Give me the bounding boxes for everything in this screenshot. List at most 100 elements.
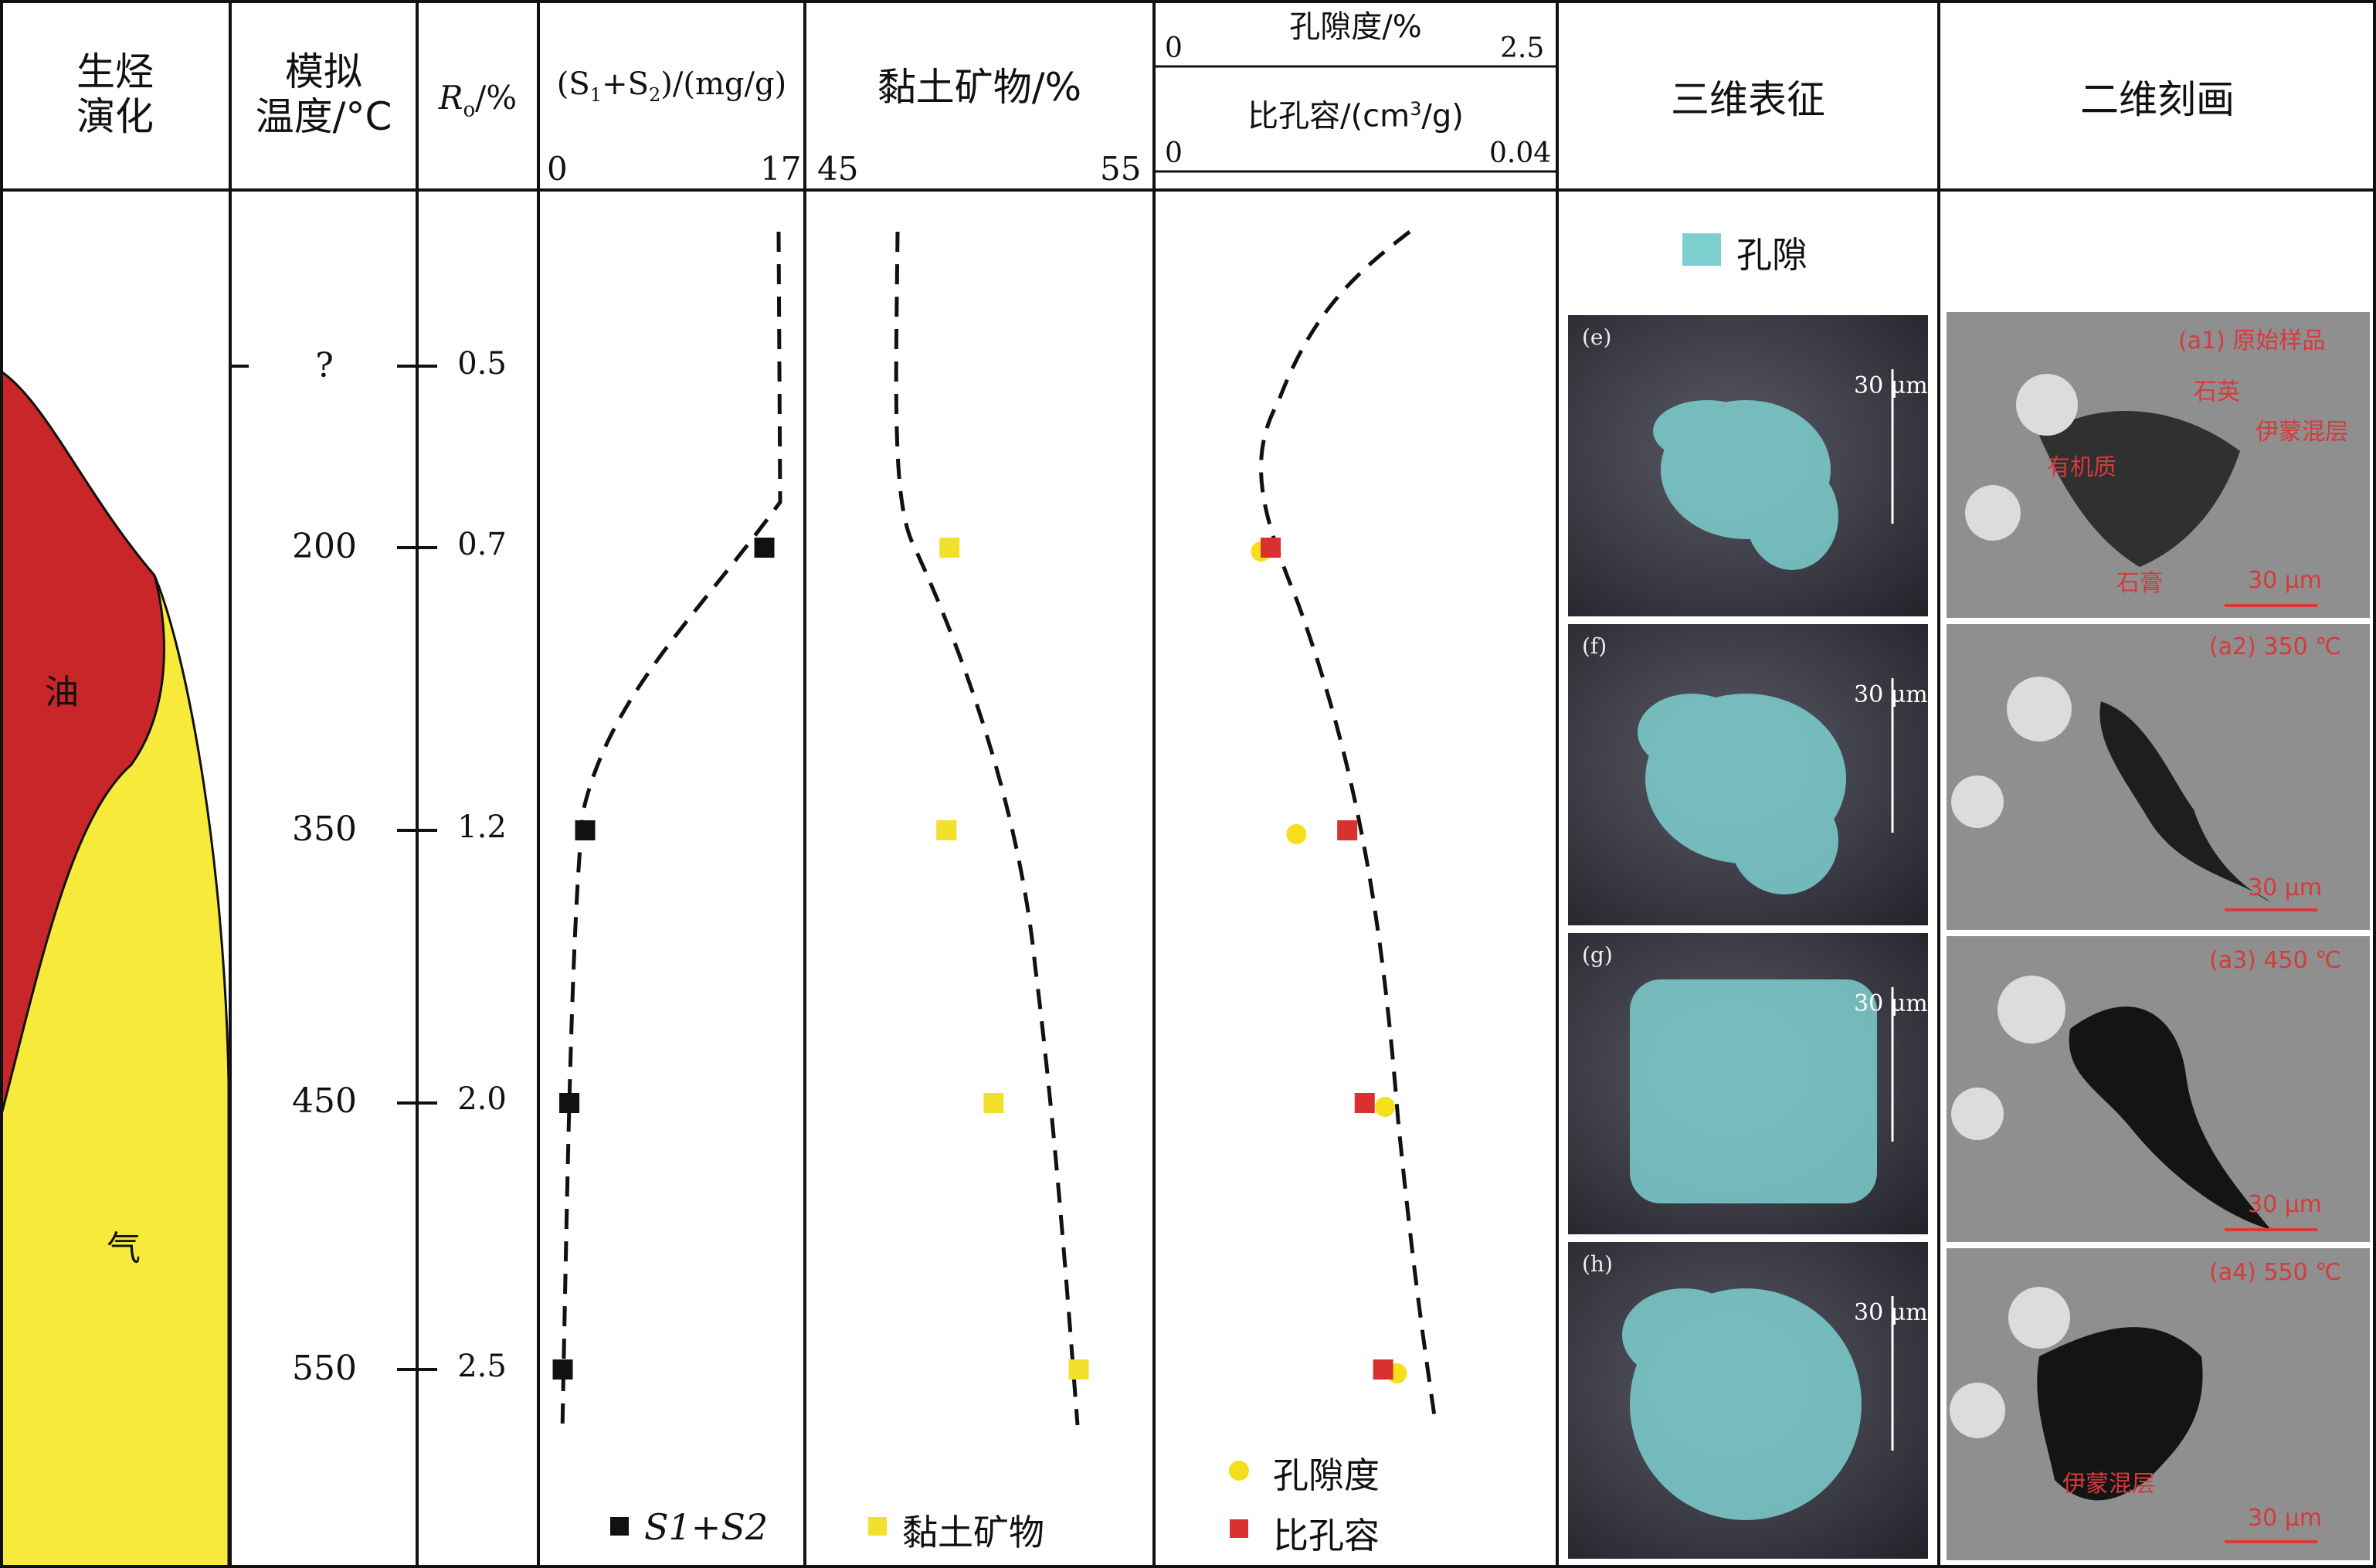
panel-h-scale: 30 μm: [1854, 1299, 1928, 1326]
panel-a4-note-is: 伊蒙混层: [2062, 1471, 2155, 1498]
clay-axis-max: 55: [1100, 150, 1142, 188]
clay-point-0: [939, 538, 960, 558]
s1s2-point-1: [575, 820, 596, 840]
header-3d: 三维表征: [1671, 77, 1825, 122]
chart-markers: [552, 538, 1407, 1383]
header-2d: 二维刻画: [2080, 77, 2235, 122]
s1s2-point-3: [552, 1359, 573, 1380]
panel-h-tag: (h): [1582, 1251, 1613, 1277]
temp-row-0: ?: [315, 346, 334, 385]
header-sim-temp: 模拟 温度/°C: [255, 49, 392, 139]
porosity-axis-max: 2.5: [1500, 32, 1545, 64]
spv-sup: 3: [1410, 98, 1422, 120]
ro-row-4: 2.5: [457, 1349, 507, 1384]
spv-unit: /g): [1421, 98, 1464, 134]
spv-point-2: [1354, 1093, 1375, 1113]
panel-a3-scale: 30 μm: [2248, 1191, 2323, 1218]
clay-trend: [894, 231, 1080, 1426]
legend-pore-label: 孔隙: [1736, 234, 1807, 276]
sem-a3: [1951, 976, 2317, 1231]
s1s2-sub-1: 1: [589, 84, 602, 106]
legend-porosity-label: 孔隙度: [1273, 1454, 1380, 1496]
row-ticks: [230, 365, 437, 1371]
panel-e-scale: 30 μm: [1854, 372, 1928, 399]
legend-markers: [610, 233, 1721, 1538]
spv-point-3: [1373, 1359, 1393, 1380]
panel-a4-scale: 30 μm: [2248, 1505, 2323, 1532]
panel-a2-scale: 30 μm: [2248, 874, 2323, 901]
pore-cloud-h: [1622, 1288, 1894, 1520]
porosity-axis-min: 0: [1165, 32, 1183, 64]
spv-axis-max: 0.04: [1489, 137, 1552, 169]
panel-e-tag: (e): [1582, 324, 1612, 350]
pore-cloud-f: [1638, 678, 1894, 894]
s1s2-axis-max: 17: [760, 150, 802, 188]
oil-zone: [0, 369, 165, 1121]
clay-point-3: [1068, 1359, 1089, 1380]
temp-row-3: 450: [292, 1081, 357, 1121]
three-d-panel-e: (e) 30 μm: [1568, 315, 1928, 616]
temp-row-1: 200: [292, 527, 357, 566]
three-d-panel-h: (h) 30 μm: [1568, 1242, 1928, 1559]
porosity-point-2: [1375, 1097, 1396, 1117]
three-d-panel-f: (f) 30 μm: [1568, 624, 1928, 925]
panel-f-tag: (f): [1582, 633, 1607, 659]
panel-a3-tag: (a3) 450 ℃: [2209, 947, 2341, 974]
ro-row-0: 0.5: [457, 346, 507, 382]
header-spv: 比孔容/(cm3/g): [1154, 87, 1557, 138]
sem-a4: [1950, 1287, 2317, 1543]
oil-label: 油: [45, 673, 79, 712]
legend-clay-marker: [868, 1517, 887, 1536]
pore-cloud-e: [1653, 369, 1894, 570]
ro-unit: /%: [475, 79, 518, 117]
three-d-panel-g: (g) 30 μm: [1568, 933, 1928, 1234]
panel-g-tag: (g): [1582, 942, 1613, 968]
legend-spv-label: 比孔容: [1273, 1515, 1380, 1556]
pore-cloud-g: [1630, 979, 1894, 1203]
clay-point-1: [936, 820, 957, 840]
two-d-panel-a3: (a3) 450 ℃ 30 μm: [1947, 936, 2370, 1242]
ro-row-2: 1.2: [457, 809, 507, 845]
panel-g-scale: 30 μm: [1854, 990, 1928, 1017]
legend-spv-marker: [1230, 1519, 1248, 1538]
panel-a1-note-is: 伊蒙混层: [2256, 419, 2348, 446]
porosity-point-1: [1286, 824, 1307, 844]
s1s2-part-c: +S: [602, 66, 649, 102]
s1s2-point-2: [559, 1093, 580, 1113]
gas-label: 气: [107, 1229, 141, 1268]
spv-axis-min: 0: [1165, 137, 1183, 169]
header-porosity: 孔隙度/%: [1289, 9, 1422, 45]
temp-row-2: 350: [292, 809, 357, 849]
header-ro: Ro/%: [417, 76, 538, 132]
header-clay: 黏土矿物/%: [877, 65, 1082, 110]
ro-row-3: 2.0: [457, 1081, 507, 1117]
panel-a1-note-om: 有机质: [2047, 454, 2116, 481]
hc-evolution-area: [0, 369, 230, 1568]
panel-a1-note-quartz: 石英: [2194, 378, 2240, 406]
s1s2-point-0: [754, 538, 775, 558]
temp-row-4: 550: [292, 1349, 357, 1388]
panel-a4-tag: (a4) 550 ℃: [2209, 1259, 2341, 1286]
ro-subscript: o: [463, 98, 476, 122]
porosity-trend: [1259, 230, 1437, 1422]
spv-point-1: [1337, 820, 1358, 840]
s1s2-part-e: )/(mg/g): [660, 66, 787, 102]
spv-point-0: [1261, 538, 1281, 558]
panel-a1-note-gypsum: 石膏: [2116, 570, 2163, 597]
clay-axis-min: 45: [817, 150, 859, 188]
legend-pore-swatch: [1682, 233, 1721, 266]
panel-a1-scale: 30 μm: [2248, 567, 2323, 594]
s1s2-axis-min: 0: [547, 150, 568, 188]
header-s1s2: (S1+S2)/(mg/g): [538, 62, 805, 117]
panel-f-scale: 30 μm: [1854, 681, 1928, 708]
s1s2-part-a: (S: [556, 66, 590, 102]
sem-a1: [1965, 374, 2317, 607]
two-d-panel-a2: (a2) 350 ℃ 30 μm: [1947, 624, 2370, 930]
panel-a2-tag: (a2) 350 ℃: [2209, 633, 2341, 660]
two-d-panel-a1: (a1) 原始样品 石英 伊蒙混层 有机质 石膏 30 μm: [1947, 312, 2370, 618]
panel-a1-tag: (a1) 原始样品: [2178, 328, 2326, 355]
ro-row-1: 0.7: [457, 527, 507, 562]
legend-s1s2-marker: [610, 1517, 629, 1536]
